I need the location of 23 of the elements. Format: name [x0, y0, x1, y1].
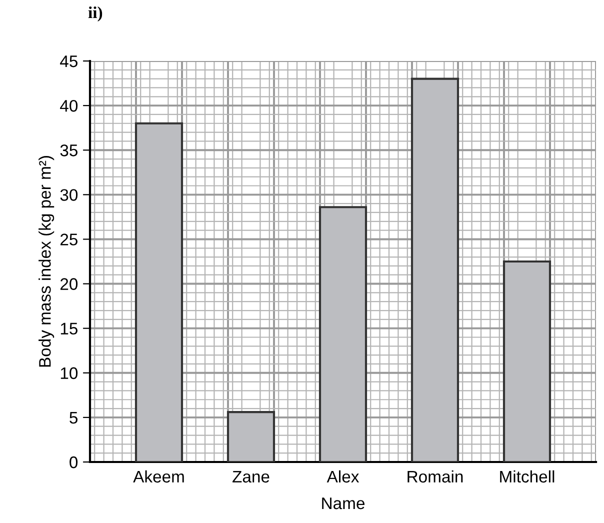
y-tick-label: 30 — [60, 189, 78, 201]
x-tick-label: Mitchell — [500, 470, 554, 483]
bar — [502, 260, 552, 462]
y-tick-label: 40 — [60, 100, 78, 112]
y-tick-label: 45 — [60, 56, 78, 68]
x-tick-label: Romain — [408, 470, 463, 483]
y-tick-label: 0 — [70, 456, 78, 468]
y-tick-label: 5 — [70, 412, 78, 424]
y-tick-label: 10 — [60, 367, 78, 380]
x-axis-title: Name — [322, 498, 364, 510]
bar — [134, 122, 184, 462]
chart-title: ii) — [88, 6, 102, 22]
y-tick-label: 20 — [60, 278, 78, 290]
x-tick-label: Akeem — [133, 470, 184, 483]
bar — [318, 206, 368, 462]
y-tick-label: 15 — [60, 322, 78, 335]
bar — [226, 411, 276, 462]
x-tick-label: Alex — [326, 470, 360, 483]
x-tick-label: Zane — [232, 470, 270, 483]
y-tick-label: 35 — [60, 144, 78, 156]
y-axis-title: Body mass index (kg per m²) — [38, 156, 54, 367]
y-tick-label: 25 — [60, 234, 78, 246]
bar — [410, 78, 460, 462]
